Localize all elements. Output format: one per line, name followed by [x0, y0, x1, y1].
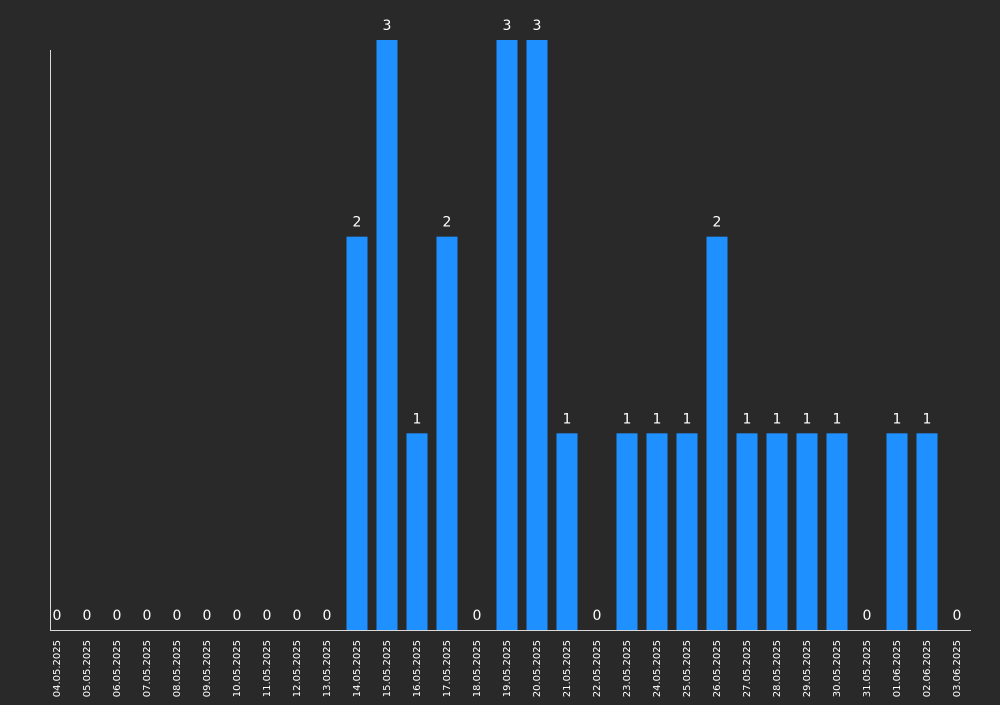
x-tick-label: 31.05.2025: [862, 640, 873, 697]
value-label-12.05.2025: 0: [293, 608, 302, 624]
bar-17.05.2025: [436, 236, 458, 630]
x-tick-label: 30.05.2025: [832, 640, 843, 697]
value-label-11.05.2025: 0: [263, 608, 272, 624]
x-tick-label: 26.05.2025: [712, 640, 723, 697]
value-label-28.05.2025: 1: [773, 411, 782, 427]
x-tick-label: 13.05.2025: [322, 640, 333, 697]
value-label-27.05.2025: 1: [743, 411, 752, 427]
bar-01.06.2025: [886, 433, 908, 630]
x-tick-label: 16.05.2025: [412, 640, 423, 697]
bar-25.05.2025: [676, 433, 698, 630]
x-tick-label: 27.05.2025: [742, 640, 753, 697]
x-tick-label: 22.05.2025: [592, 640, 603, 697]
value-label-01.06.2025: 1: [893, 411, 902, 427]
value-label-23.05.2025: 1: [623, 411, 632, 427]
x-tick-label: 18.05.2025: [472, 640, 483, 697]
x-tick-label: 23.05.2025: [622, 640, 633, 697]
bar-29.05.2025: [796, 433, 818, 630]
value-label-31.05.2025: 0: [863, 608, 872, 624]
x-tick-label: 19.05.2025: [502, 640, 513, 697]
value-label-10.05.2025: 0: [233, 608, 242, 624]
bar-20.05.2025: [526, 40, 548, 630]
bar-24.05.2025: [646, 433, 668, 630]
x-tick-label: 07.05.2025: [142, 640, 153, 697]
value-label-20.05.2025: 3: [533, 18, 542, 34]
value-label-07.05.2025: 0: [143, 608, 152, 624]
x-tick-labels: 04.05.2025 05.05.2025 06.05.2025 07.05.2025…: [52, 640, 963, 697]
value-label-22.05.2025: 0: [593, 608, 602, 624]
x-tick-label: 21.05.2025: [562, 640, 573, 697]
value-label-15.05.2025: 3: [383, 18, 392, 34]
bar-21.05.2025: [556, 433, 578, 630]
x-tick-label: 14.05.2025: [352, 640, 363, 697]
bar-19.05.2025: [496, 40, 518, 630]
value-label-18.05.2025: 0: [473, 608, 482, 624]
value-label-13.05.2025: 0: [323, 608, 332, 624]
value-label-29.05.2025: 1: [803, 411, 812, 427]
x-tick-label: 28.05.2025: [772, 640, 783, 697]
x-tick-label: 25.05.2025: [682, 640, 693, 697]
bar-23.05.2025: [616, 433, 638, 630]
x-tick-label: 02.06.2025: [922, 640, 933, 697]
x-tick-label: 15.05.2025: [382, 640, 393, 697]
bar-30.05.2025: [826, 433, 848, 630]
value-label-03.06.2025: 0: [953, 608, 962, 624]
x-tick-label: 17.05.2025: [442, 640, 453, 697]
bar-15.05.2025: [376, 40, 398, 630]
x-tick-label: 04.05.2025: [52, 640, 63, 697]
value-label-17.05.2025: 2: [443, 215, 452, 231]
bar-16.05.2025: [406, 433, 428, 630]
value-label-19.05.2025: 3: [503, 18, 512, 34]
value-labels-layer: 0 0 0 0 0 0 0 0 0 0 2 3 1 2 0 3 3 1 0 1 1 1 2 1 1 1 1 0 1 1 0: [53, 18, 962, 624]
x-tick-label: 10.05.2025: [232, 640, 243, 697]
value-label-21.05.2025: 1: [563, 411, 572, 427]
value-label-26.05.2025: 2: [713, 215, 722, 231]
bar-02.06.2025: [916, 433, 938, 630]
value-label-06.05.2025: 0: [113, 608, 122, 624]
value-label-09.05.2025: 0: [203, 608, 212, 624]
x-tick-label: 12.05.2025: [292, 640, 303, 697]
bars-layer: [346, 40, 938, 630]
x-tick-label: 11.05.2025: [262, 640, 273, 697]
bar-28.05.2025: [766, 433, 788, 630]
bar-26.05.2025: [706, 236, 728, 630]
value-label-05.05.2025: 0: [83, 608, 92, 624]
x-tick-label: 05.05.2025: [82, 640, 93, 697]
x-tick-label: 01.06.2025: [892, 640, 903, 697]
x-tick-label: 29.05.2025: [802, 640, 813, 697]
value-label-08.05.2025: 0: [173, 608, 182, 624]
x-tick-label: 03.06.2025: [952, 640, 963, 697]
value-label-16.05.2025: 1: [413, 411, 422, 427]
value-label-14.05.2025: 2: [353, 215, 362, 231]
value-label-24.05.2025: 1: [653, 411, 662, 427]
value-label-02.06.2025: 1: [923, 411, 932, 427]
value-label-30.05.2025: 1: [833, 411, 842, 427]
x-tick-label: 08.05.2025: [172, 640, 183, 697]
x-tick-label: 09.05.2025: [202, 640, 213, 697]
bar-27.05.2025: [736, 433, 758, 630]
value-label-25.05.2025: 1: [683, 411, 692, 427]
x-tick-label: 20.05.2025: [532, 640, 543, 697]
x-tick-label: 24.05.2025: [652, 640, 663, 697]
bar-14.05.2025: [346, 236, 368, 630]
x-tick-label: 06.05.2025: [112, 640, 123, 697]
value-label-04.05.2025: 0: [53, 608, 62, 624]
